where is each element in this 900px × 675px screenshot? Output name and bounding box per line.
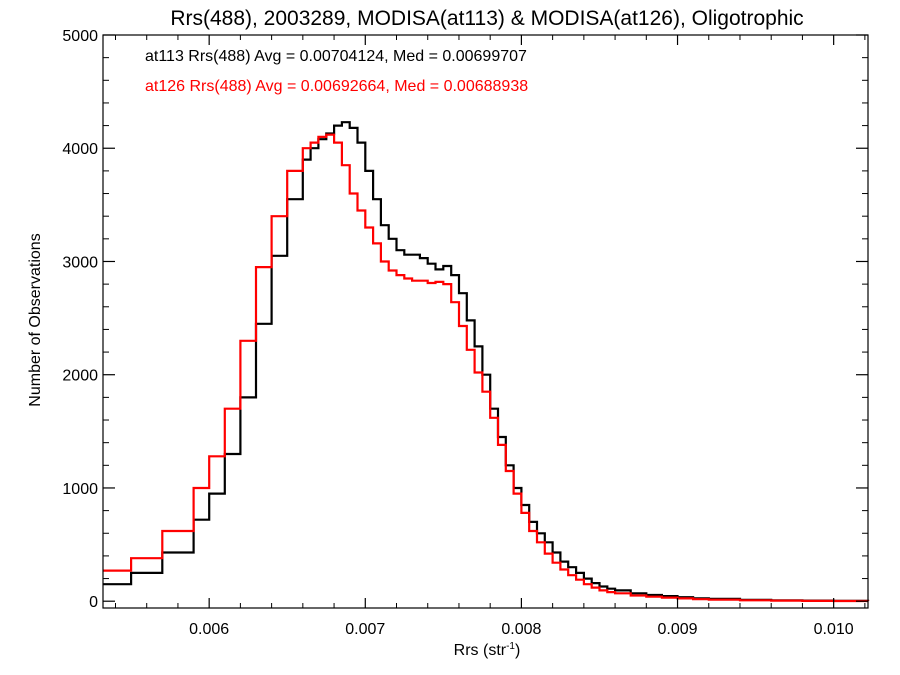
series-line-at126 — [103, 133, 870, 603]
x-tick-label: 0.010 — [814, 621, 854, 638]
y-tick-label: 5000 — [62, 28, 98, 45]
y-tick-label: 4000 — [62, 141, 98, 158]
y-tick-label: 0 — [89, 594, 98, 611]
x-tick-label: 0.007 — [345, 621, 385, 638]
chart-title: Rrs(488), 2003289, MODISA(at113) & MODIS… — [170, 7, 803, 30]
y-tick-label: 3000 — [62, 254, 98, 271]
x-tick-label: 0.009 — [658, 621, 698, 638]
x-axis-label: Rrs (str-1) — [454, 641, 521, 659]
legend-entry-at126: at126 Rrs(488) Avg = 0.00692664, Med = 0… — [145, 78, 528, 95]
y-axis-label: Number of Observations — [27, 233, 44, 406]
y-tick-label: 1000 — [62, 481, 98, 498]
x-axis-ticks: 0.006 0.007 0.008 0.009 0.010 — [114, 35, 866, 638]
legend-entry-at113: at113 Rrs(488) Avg = 0.00704124, Med = 0… — [145, 48, 527, 65]
x-axis-label-tail: ) — [515, 642, 520, 659]
x-axis-label-main: Rrs (str — [454, 642, 507, 659]
series-lines — [103, 121, 870, 603]
x-axis-label-superscript: -1 — [506, 641, 515, 652]
y-axis-ticks: 0 1000 2000 3000 4000 5000 — [62, 28, 868, 611]
x-tick-label: 0.008 — [501, 621, 541, 638]
y-tick-label: 2000 — [62, 368, 98, 385]
plot-frame — [102, 34, 869, 609]
series-line-at113 — [103, 121, 870, 602]
x-tick-label: 0.006 — [189, 621, 229, 638]
